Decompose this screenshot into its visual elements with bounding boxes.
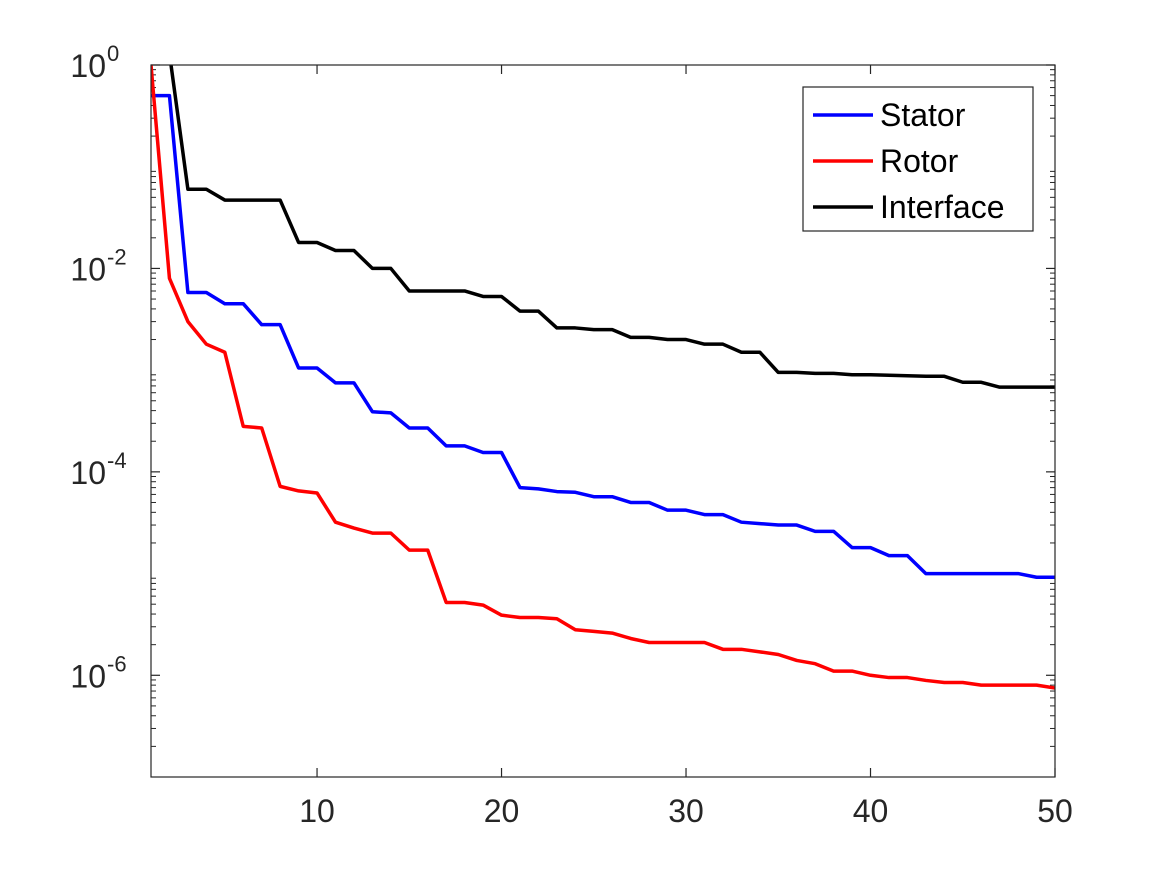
y-tick-label-base: 10 <box>70 658 106 694</box>
minor-ticks <box>151 69 1055 747</box>
y-tick-label-exponent: 0 <box>107 41 119 66</box>
y-tick-label-base: 10 <box>70 251 106 287</box>
legend: Stator Rotor Interface <box>802 86 1034 232</box>
y-tick-label: 10 0 <box>70 41 119 84</box>
series-line-rotor <box>151 65 1055 690</box>
y-tick-label-exponent: -6 <box>107 651 127 676</box>
x-tick-label: 30 <box>668 793 704 829</box>
y-tick-label: 10 -4 <box>70 448 126 491</box>
y-tick-label: 10 -2 <box>70 244 126 287</box>
legend-label-interface: Interface <box>880 189 1005 225</box>
y-tick-label: 10 -6 <box>70 651 126 694</box>
series-line-interface <box>169 65 1055 389</box>
legend-box <box>802 86 1034 232</box>
x-tick-label: 10 <box>299 793 335 829</box>
legend-label-stator: Stator <box>880 97 966 133</box>
x-tick-label: 50 <box>1037 793 1073 829</box>
legend-label-rotor: Rotor <box>880 143 959 179</box>
axes-box <box>150 64 1056 778</box>
y-tick-label-exponent: -2 <box>107 244 127 269</box>
x-tick-labels: 10 20 30 40 50 <box>299 793 1073 829</box>
x-tick-label: 20 <box>484 793 520 829</box>
y-tick-label-base: 10 <box>70 455 106 491</box>
y-tick-label-base: 10 <box>70 48 106 84</box>
y-tick-label-exponent: -4 <box>107 448 127 473</box>
series-layer <box>151 65 1055 690</box>
x-tick-label: 40 <box>853 793 889 829</box>
series-line-stator <box>151 93 1055 579</box>
